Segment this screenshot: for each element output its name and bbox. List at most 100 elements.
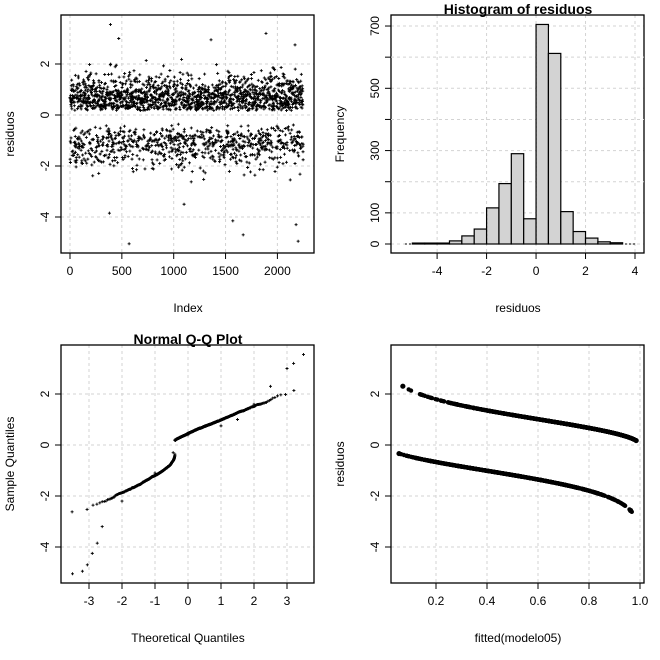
- data-point: [75, 158, 79, 162]
- data-point: [194, 83, 198, 87]
- data-point: [132, 69, 136, 73]
- data-point: [158, 103, 162, 107]
- data-point: [183, 140, 187, 144]
- data-point: [101, 143, 105, 147]
- data-point: [202, 137, 206, 141]
- data-point: [92, 81, 96, 85]
- data-point: [255, 155, 259, 159]
- fitted-vs-residuals-panel: fitted(modelo05) residuos 0.2 0.4 0.6 0.8 1.…: [333, 344, 649, 645]
- data-point: [107, 103, 111, 107]
- data-point: [178, 152, 182, 156]
- data-point: [221, 143, 225, 147]
- data-point: [203, 84, 207, 88]
- data-point: [154, 92, 158, 96]
- histogram-bar: [560, 211, 574, 245]
- data-point: [131, 166, 135, 170]
- y-tick-label: -2: [368, 490, 382, 501]
- data-point: [75, 82, 79, 86]
- data-point: [135, 163, 139, 167]
- data-point: [174, 150, 178, 154]
- data-point: [83, 88, 87, 92]
- data-point: [222, 95, 226, 99]
- data-point: [184, 150, 188, 154]
- data-point: [111, 144, 115, 148]
- data-point: [91, 101, 95, 105]
- data-point: [86, 129, 90, 133]
- data-point: [119, 145, 123, 149]
- data-point: [279, 108, 283, 112]
- data-point: [284, 160, 288, 164]
- data-point: [264, 78, 268, 82]
- data-point: [175, 89, 179, 93]
- histogram-bar: [547, 52, 562, 245]
- data-point: [229, 84, 233, 88]
- y-tick-label: 2: [38, 390, 52, 397]
- data-point: [168, 69, 172, 73]
- data-point: [126, 139, 130, 143]
- data-point: [176, 131, 180, 135]
- data-point: [163, 77, 167, 81]
- data-point: [175, 136, 179, 140]
- data-point: [236, 418, 239, 421]
- data-point: [261, 131, 265, 135]
- data-point: [84, 92, 88, 96]
- data-point: [78, 97, 82, 101]
- data-point: [189, 73, 193, 77]
- data-point: [142, 105, 146, 109]
- data-point: [192, 95, 196, 99]
- data-point: [77, 81, 81, 85]
- histogram-bar: [523, 218, 537, 245]
- y-tick-label: 2: [368, 390, 382, 397]
- data-point: [231, 219, 235, 223]
- histogram-bar: [448, 240, 463, 245]
- data-point: [112, 164, 116, 168]
- data-point: [154, 86, 158, 90]
- data-point: [188, 134, 192, 138]
- data-point: [132, 99, 136, 103]
- data-point: [134, 87, 138, 91]
- data-point: [250, 82, 254, 86]
- data-point: [136, 145, 140, 149]
- data-point: [73, 100, 77, 104]
- data-point: [90, 92, 94, 96]
- data-point: [154, 151, 158, 155]
- data-point: [158, 161, 162, 165]
- data-point: [258, 141, 262, 145]
- data-point: [294, 83, 298, 87]
- data-point: [258, 153, 262, 157]
- data-point: [87, 96, 91, 100]
- data-point: [291, 123, 295, 127]
- data-point: [91, 84, 95, 88]
- data-point: [146, 139, 150, 143]
- data-point: [259, 143, 263, 147]
- data-point: [116, 103, 120, 107]
- data-point: [258, 167, 262, 171]
- data-point: [276, 95, 280, 99]
- data-point: [74, 165, 78, 169]
- data-point: [214, 100, 218, 104]
- data-point: [114, 63, 118, 67]
- data-point: [227, 76, 231, 80]
- data-point: [276, 394, 280, 398]
- data-point: [120, 100, 124, 104]
- data-point: [296, 151, 300, 155]
- data-point: [93, 105, 97, 109]
- data-point: [84, 151, 88, 155]
- data-point: [217, 79, 221, 83]
- data-point: [300, 135, 304, 139]
- data-point: [297, 91, 301, 95]
- data-point: [271, 98, 275, 102]
- data-point: [116, 148, 120, 152]
- data-point: [207, 140, 211, 144]
- data-point: [76, 86, 80, 90]
- data-point: [128, 105, 132, 109]
- data-point: [277, 83, 281, 87]
- data-point: [183, 92, 187, 96]
- data-point: [275, 146, 279, 150]
- data-point: [185, 138, 189, 142]
- data-point: [226, 129, 230, 133]
- data-point: [204, 130, 208, 134]
- data-point: [138, 105, 142, 109]
- data-point: [111, 140, 115, 144]
- data-point: [239, 159, 243, 163]
